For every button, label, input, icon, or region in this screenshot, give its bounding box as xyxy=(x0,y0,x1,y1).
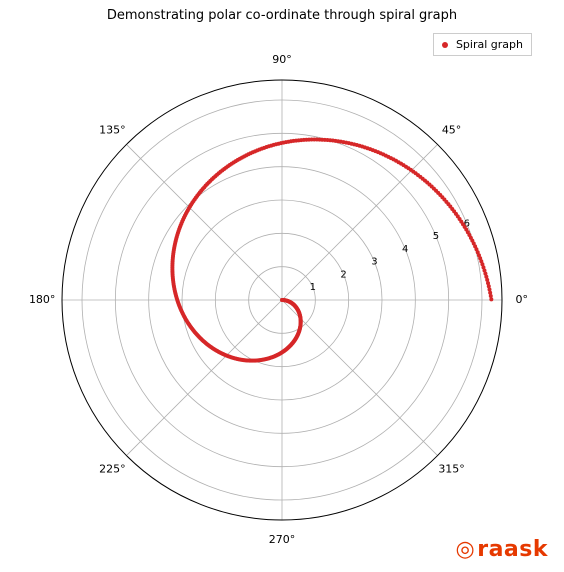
svg-text:2: 2 xyxy=(340,269,346,280)
svg-text:135°: 135° xyxy=(99,123,126,136)
legend-label: Spiral graph xyxy=(456,38,523,51)
svg-text:225°: 225° xyxy=(99,463,126,476)
svg-text:1: 1 xyxy=(310,282,316,293)
svg-text:45°: 45° xyxy=(442,123,462,136)
legend: Spiral graph xyxy=(433,33,532,56)
polar-plot: 0°45°90°135°180°225°270°315°123456 xyxy=(0,20,564,560)
watermark-icon: ◎ xyxy=(456,539,476,561)
svg-text:270°: 270° xyxy=(269,533,296,546)
svg-text:315°: 315° xyxy=(438,463,465,476)
svg-text:90°: 90° xyxy=(272,53,292,66)
svg-text:0°: 0° xyxy=(516,293,529,306)
watermark-text: raask xyxy=(477,537,548,562)
svg-text:180°: 180° xyxy=(29,293,56,306)
svg-text:4: 4 xyxy=(402,244,408,255)
svg-text:3: 3 xyxy=(371,257,377,268)
legend-marker xyxy=(442,42,448,48)
chart-container: Demonstrating polar co-ordinate through … xyxy=(0,0,564,572)
watermark: ◎raask xyxy=(456,537,548,562)
svg-text:5: 5 xyxy=(433,231,439,242)
